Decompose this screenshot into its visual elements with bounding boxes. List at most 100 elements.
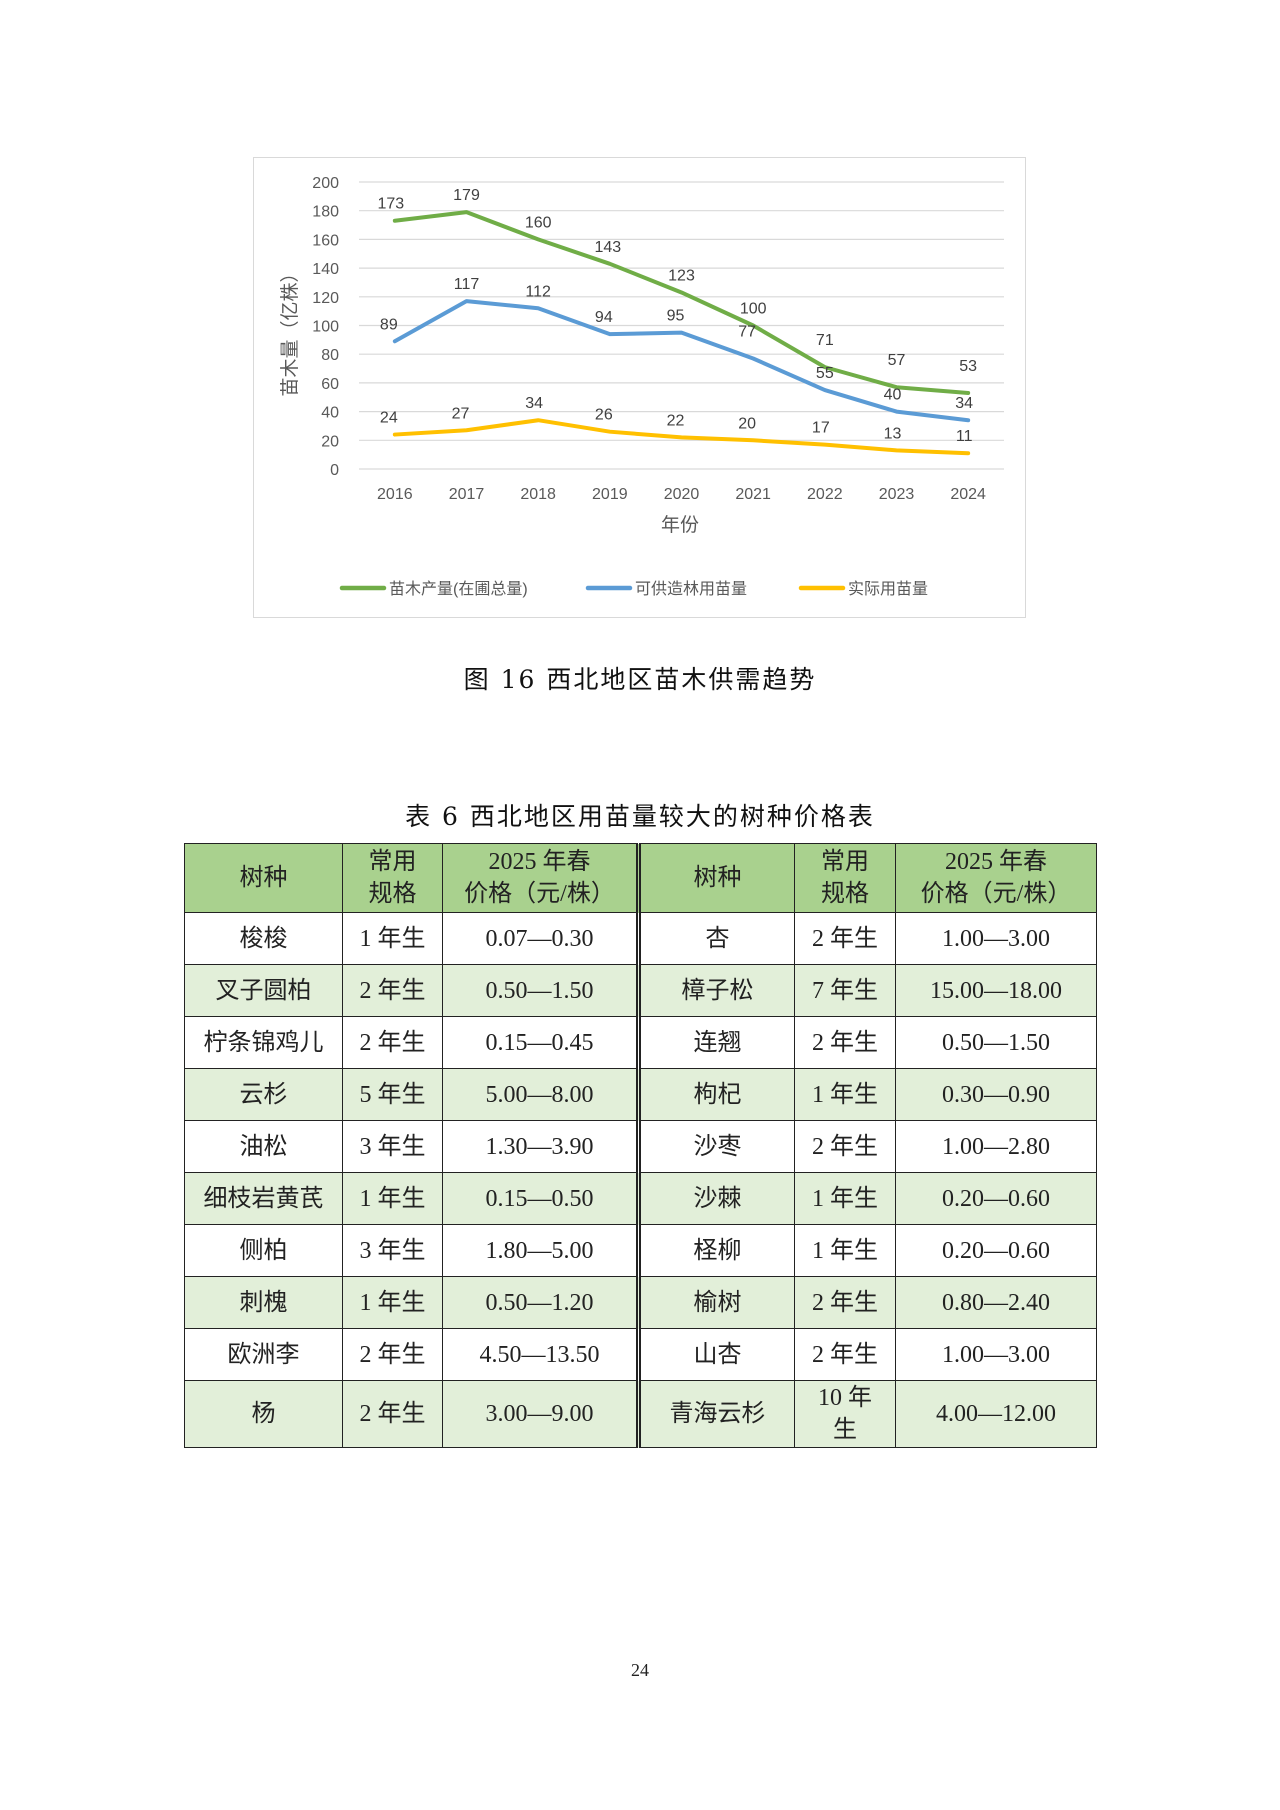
data-label: 26 — [595, 407, 613, 424]
y-tick-label: 0 — [330, 462, 339, 479]
column-header: 树种 — [184, 843, 343, 913]
price-cell: 1.00—2.80 — [895, 1120, 1097, 1173]
column-header: 2025 年春 价格（元/株） — [895, 843, 1097, 913]
species-cell: 油松 — [184, 1120, 343, 1173]
data-label: 17 — [812, 420, 830, 437]
y-tick-label: 80 — [321, 347, 339, 364]
price-cell: 15.00—18.00 — [895, 964, 1097, 1017]
table-title: 表 6 西北地区用苗量较大的树种价格表 — [405, 802, 875, 831]
spec-cell: 3 年生 — [342, 1120, 443, 1173]
spec-cell: 2 年生 — [794, 1276, 896, 1329]
spec-cell: 3 年生 — [342, 1224, 443, 1277]
data-label: 94 — [595, 309, 613, 326]
data-label: 160 — [525, 214, 552, 231]
species-cell: 梭梭 — [184, 912, 343, 965]
price-cell: 0.50—1.20 — [442, 1276, 641, 1329]
x-tick-label: 2020 — [664, 486, 700, 503]
table-row: 柠条锦鸡儿 2 年生 0.15—0.45 连翘 2 年生 0.50—1.50 — [184, 1016, 1097, 1069]
price-cell: 4.00—12.00 — [895, 1380, 1097, 1448]
data-label: 173 — [377, 196, 404, 213]
data-label: 34 — [955, 395, 973, 412]
table-row: 云杉 5 年生 5.00—8.00 枸杞 1 年生 0.30—0.90 — [184, 1068, 1097, 1121]
species-cell: 杏 — [638, 912, 795, 965]
price-cell: 0.50—1.50 — [895, 1016, 1097, 1069]
species-cell: 枸杞 — [638, 1068, 795, 1121]
y-tick-label: 20 — [321, 433, 339, 450]
price-cell: 0.15—0.45 — [442, 1016, 641, 1069]
spec-cell: 1 年生 — [342, 1276, 443, 1329]
legend-label: 可供造林用苗量 — [635, 580, 747, 598]
chart-container: 0 20 40 60 80 100 120 140 160 180 200 2016 2017 2018 2… — [253, 157, 1026, 618]
price-cell: 0.20—0.60 — [895, 1224, 1097, 1277]
x-tick-label: 2024 — [950, 486, 986, 503]
spec-cell: 7 年生 — [794, 964, 896, 1017]
table-row: 侧柏 3 年生 1.80—5.00 柽柳 1 年生 0.20—0.60 — [184, 1224, 1097, 1277]
data-label: 34 — [525, 395, 543, 412]
table-row: 欧洲李 2 年生 4.50—13.50 山杏 2 年生 1.00—3.00 — [184, 1328, 1097, 1381]
table-header-row: 树种 常用 规格 2025 年春 价格（元/株） 树种 常用 规格 2025 年春 价格（… — [184, 843, 1097, 913]
spec-cell: 1 年生 — [794, 1224, 896, 1277]
data-label: 95 — [667, 308, 685, 325]
species-cell: 沙棘 — [638, 1172, 795, 1225]
x-tick-label: 2019 — [592, 486, 628, 503]
spec-cell: 2 年生 — [342, 1380, 443, 1448]
species-cell: 刺槐 — [184, 1276, 343, 1329]
spec-cell: 2 年生 — [794, 912, 896, 965]
price-cell: 5.00—8.00 — [442, 1068, 641, 1121]
species-cell: 榆树 — [638, 1276, 795, 1329]
y-tick-label: 200 — [312, 175, 339, 192]
data-label: 71 — [816, 332, 834, 349]
y-tick-label: 160 — [312, 232, 339, 249]
price-cell: 0.20—0.60 — [895, 1172, 1097, 1225]
table-row: 细枝岩黄芪 1 年生 0.15—0.50 沙棘 1 年生 0.20—0.60 — [184, 1172, 1097, 1225]
species-cell: 青海云杉 — [638, 1380, 795, 1448]
data-label: 123 — [668, 267, 695, 284]
x-axis-title: 年份 — [661, 514, 699, 536]
price-cell: 3.00—9.00 — [442, 1380, 641, 1448]
spec-cell: 5 年生 — [342, 1068, 443, 1121]
species-cell: 山杏 — [638, 1328, 795, 1381]
price-cell: 0.50—1.50 — [442, 964, 641, 1017]
species-cell: 欧洲李 — [184, 1328, 343, 1381]
data-label: 13 — [884, 425, 902, 442]
y-tick-label: 120 — [312, 290, 339, 307]
table-row: 刺槐 1 年生 0.50—1.20 榆树 2 年生 0.80—2.40 — [184, 1276, 1097, 1329]
species-cell: 樟子松 — [638, 964, 795, 1017]
spec-cell: 2 年生 — [342, 964, 443, 1017]
species-cell: 连翘 — [638, 1016, 795, 1069]
data-label: 24 — [380, 410, 398, 427]
species-cell: 叉子圆柏 — [184, 964, 343, 1017]
column-header: 2025 年春 价格（元/株） — [442, 843, 641, 913]
x-tick-label: 2022 — [807, 486, 843, 503]
price-cell: 0.07—0.30 — [442, 912, 641, 965]
spec-cell: 1 年生 — [342, 1172, 443, 1225]
data-label: 55 — [816, 365, 834, 382]
spec-cell: 2 年生 — [794, 1016, 896, 1069]
column-header: 常用 规格 — [342, 843, 443, 913]
data-label: 40 — [884, 387, 902, 404]
x-tick-label: 2023 — [879, 486, 915, 503]
y-tick-label: 100 — [312, 319, 339, 336]
data-label: 20 — [738, 415, 756, 432]
data-label: 77 — [738, 324, 756, 341]
x-tick-label: 2018 — [520, 486, 556, 503]
y-tick-label: 60 — [321, 376, 339, 393]
species-cell: 侧柏 — [184, 1224, 343, 1277]
spec-cell: 2 年生 — [794, 1120, 896, 1173]
price-table: 树种 常用 规格 2025 年春 价格（元/株） 树种 常用 规格 2025 年春 价格（… — [184, 843, 1097, 1448]
species-cell: 沙枣 — [638, 1120, 795, 1173]
data-label: 117 — [454, 276, 480, 293]
y-tick-label: 180 — [312, 204, 339, 221]
page-number: 24 — [631, 1660, 649, 1680]
price-cell: 1.80—5.00 — [442, 1224, 641, 1277]
price-cell: 1.00—3.00 — [895, 1328, 1097, 1381]
data-label: 112 — [525, 283, 551, 300]
legend-label: 实际用苗量 — [848, 580, 928, 598]
data-label: 11 — [956, 428, 973, 445]
column-header: 常用 规格 — [794, 843, 896, 913]
table-row: 油松 3 年生 1.30—3.90 沙枣 2 年生 1.00—2.80 — [184, 1120, 1097, 1173]
price-cell: 0.80—2.40 — [895, 1276, 1097, 1329]
y-tick-label: 140 — [312, 261, 339, 278]
spec-cell: 1 年生 — [794, 1172, 896, 1225]
price-cell: 0.15—0.50 — [442, 1172, 641, 1225]
